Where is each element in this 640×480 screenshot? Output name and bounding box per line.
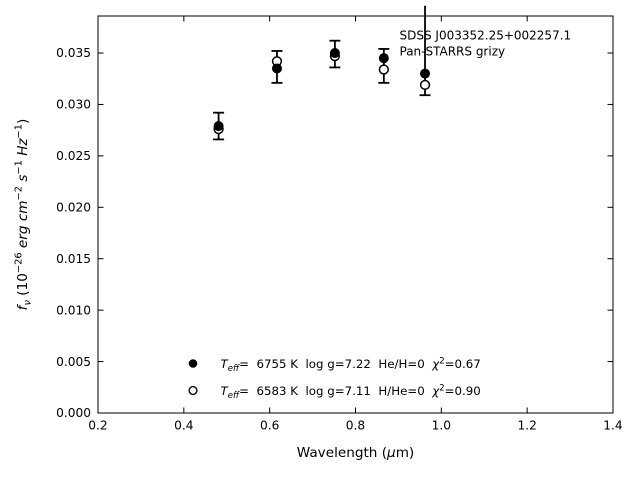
x-tick-label: 1.4: [603, 419, 623, 433]
legend-filled-circle-icon: [188, 359, 198, 368]
y-axis-label: fν (10−26 erg cm−2 s−1 Hz−1): [14, 119, 34, 311]
data-point-filled-circle: [271, 63, 282, 74]
x-axis-label: Wavelength (μm): [297, 445, 414, 461]
y-tick-label: 0.030: [56, 98, 91, 112]
y-tick-label: 0.020: [56, 201, 91, 215]
y-tick-label: 0.000: [56, 406, 91, 420]
legend-label: Teff= 6755 K log g=7.22 He/H=0 χ2=0.67: [221, 356, 481, 374]
annotation-line: SDSS J003352.25+002257.1: [400, 29, 572, 43]
y-tick-label: 0.035: [56, 46, 91, 60]
x-tick-label: 0.8: [346, 419, 365, 433]
x-tick-label: 0.6: [260, 419, 279, 433]
data-point-filled-circle: [213, 121, 224, 132]
data-point-filled-circle: [378, 53, 389, 64]
x-tick-label: 0.2: [88, 419, 107, 433]
y-tick-label: 0.005: [56, 355, 91, 369]
x-tick-label: 0.4: [174, 419, 194, 433]
legend-label: Teff= 6583 K log g=7.11 H/He=0 χ2=0.90: [221, 383, 481, 401]
y-axis-label-group: fν (10−26 erg cm−2 s−1 Hz−1): [14, 119, 34, 311]
x-tick-label: 1.0: [432, 419, 451, 433]
data-point-open-circle: [419, 79, 431, 91]
y-tick-label: 0.025: [56, 149, 91, 163]
data-point-filled-circle: [329, 48, 340, 59]
legend-open-circle-icon: [188, 385, 198, 396]
y-tick-label: 0.010: [56, 303, 91, 317]
legend-entry: Teff= 6755 K log g=7.22 He/H=0 χ2=0.67: [188, 356, 481, 374]
legend-entry: Teff= 6583 K log g=7.11 H/He=0 χ2=0.90: [188, 383, 481, 401]
annotation-line: Pan-STARRS grizy: [400, 45, 506, 59]
data-point-open-circle: [378, 64, 389, 75]
data-point-filled-circle: [420, 68, 431, 79]
y-tick-label: 0.015: [56, 252, 91, 266]
x-tick-label: 1.2: [517, 419, 536, 433]
